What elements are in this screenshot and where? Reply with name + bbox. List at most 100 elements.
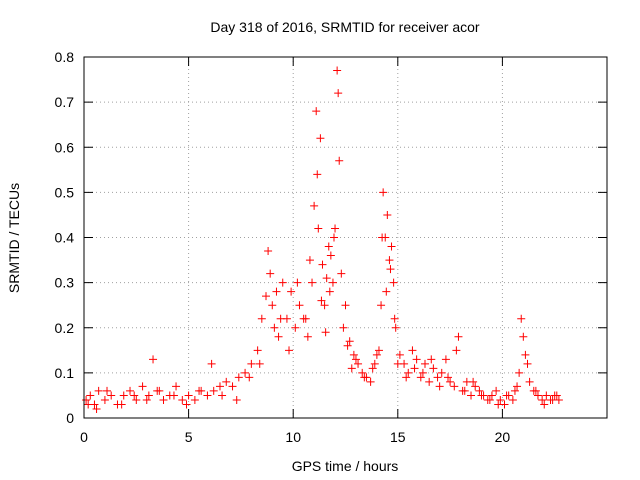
data-point xyxy=(502,391,511,400)
data-point xyxy=(305,256,314,265)
data-point xyxy=(435,382,444,391)
data-point xyxy=(450,382,459,391)
y-tick-label: 0.8 xyxy=(55,49,75,65)
data-point xyxy=(310,201,319,210)
data-point xyxy=(234,373,243,382)
data-point xyxy=(515,368,524,377)
y-axis-label: SRMTID / TECUs xyxy=(6,183,22,293)
y-tick-label: 0.4 xyxy=(55,230,75,246)
data-point xyxy=(100,395,109,404)
data-point xyxy=(195,386,204,395)
data-point xyxy=(245,373,254,382)
data-point xyxy=(389,278,398,287)
data-point xyxy=(232,395,241,404)
data-point xyxy=(374,346,383,355)
data-point xyxy=(325,287,334,296)
data-point xyxy=(182,400,191,409)
data-point xyxy=(126,386,135,395)
data-point xyxy=(257,314,266,323)
data-point xyxy=(317,296,326,305)
y-tick-label: 0.1 xyxy=(55,365,75,381)
data-point xyxy=(477,391,486,400)
data-point xyxy=(334,89,343,98)
data-point xyxy=(215,382,224,391)
data-point xyxy=(508,395,517,404)
data-point xyxy=(487,391,496,400)
data-point xyxy=(386,265,395,274)
data-point xyxy=(441,355,450,364)
data-point xyxy=(253,346,262,355)
data-point xyxy=(320,301,329,310)
data-point xyxy=(255,359,264,368)
data-point xyxy=(510,386,519,395)
data-point xyxy=(366,377,375,386)
data-point xyxy=(303,332,312,341)
grid-lines xyxy=(84,57,607,418)
y-tick-label: 0.2 xyxy=(55,320,75,336)
data-point xyxy=(276,314,285,323)
data-point xyxy=(542,391,551,400)
data-point xyxy=(107,391,116,400)
data-point xyxy=(241,368,250,377)
data-point xyxy=(370,359,379,368)
data-point xyxy=(178,395,187,404)
data-point xyxy=(347,364,356,373)
data-point xyxy=(308,278,317,287)
data-point xyxy=(324,242,333,251)
data-point xyxy=(467,391,476,400)
data-point xyxy=(385,256,394,265)
data-point xyxy=(444,373,453,382)
data-point xyxy=(190,395,199,404)
data-point xyxy=(548,395,557,404)
data-point xyxy=(408,346,417,355)
y-tick-label: 0 xyxy=(66,410,74,426)
data-point xyxy=(264,247,273,256)
y-tick-label: 0.3 xyxy=(55,275,75,291)
data-point xyxy=(437,368,446,377)
data-point xyxy=(382,287,391,296)
y-tick-label: 0.6 xyxy=(55,139,75,155)
data-point xyxy=(395,350,404,359)
data-point xyxy=(387,242,396,251)
data-point xyxy=(285,346,294,355)
data-point xyxy=(390,314,399,323)
data-point xyxy=(169,391,178,400)
data-point xyxy=(313,170,322,179)
data-point xyxy=(496,395,505,404)
data-point xyxy=(377,301,386,310)
data-point xyxy=(84,400,93,409)
data-point xyxy=(416,373,425,382)
data-point xyxy=(142,395,151,404)
data-point xyxy=(427,355,436,364)
data-point xyxy=(86,391,95,400)
data-point xyxy=(410,364,419,373)
data-point xyxy=(531,386,540,395)
data-point xyxy=(132,395,141,404)
data-point xyxy=(92,404,101,413)
data-point xyxy=(149,355,158,364)
data-point xyxy=(418,368,427,377)
data-point xyxy=(354,359,363,368)
data-point xyxy=(360,373,369,382)
data-point xyxy=(94,386,103,395)
data-point xyxy=(343,341,352,350)
data-point xyxy=(429,364,438,373)
data-point xyxy=(326,251,335,260)
x-axis-label: GPS time / hours xyxy=(292,458,399,474)
data-point xyxy=(228,382,237,391)
data-point xyxy=(321,328,330,337)
data-point xyxy=(270,323,279,332)
data-point xyxy=(475,386,484,395)
data-point xyxy=(521,350,530,359)
data-point xyxy=(138,382,147,391)
data-point xyxy=(391,323,400,332)
data-point xyxy=(460,386,469,395)
data-point xyxy=(454,332,463,341)
data-point xyxy=(523,359,532,368)
data-point xyxy=(368,364,377,373)
data-point xyxy=(519,332,528,341)
data-point xyxy=(345,337,354,346)
data-point xyxy=(552,391,561,400)
data-point xyxy=(469,377,478,386)
data-points xyxy=(82,66,563,413)
